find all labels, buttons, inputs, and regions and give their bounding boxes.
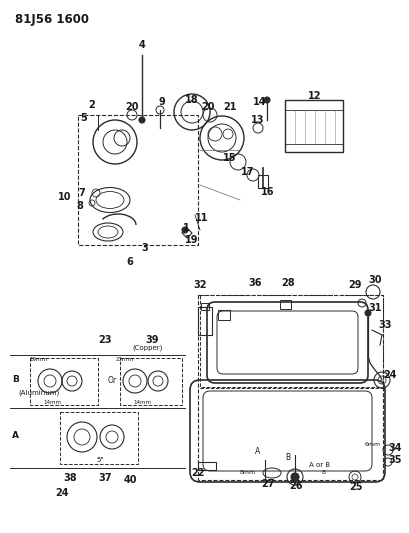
Text: 28: 28 — [281, 278, 294, 288]
Text: 4: 4 — [138, 40, 145, 50]
Text: 27: 27 — [261, 479, 274, 489]
Text: 20: 20 — [125, 102, 138, 112]
Text: 30: 30 — [367, 275, 381, 285]
Text: A: A — [12, 432, 19, 440]
Text: 21: 21 — [223, 102, 236, 112]
Text: 40: 40 — [123, 475, 137, 485]
Text: 2: 2 — [88, 100, 95, 110]
Text: 18: 18 — [185, 95, 198, 105]
Bar — [284, 100, 342, 152]
Text: 29: 29 — [347, 280, 361, 290]
Text: 11: 11 — [195, 213, 208, 223]
Text: 6: 6 — [126, 257, 133, 267]
Text: (Copper): (Copper) — [133, 345, 163, 351]
Text: 81J56 1600: 81J56 1600 — [15, 13, 89, 26]
Text: B: B — [12, 376, 19, 384]
Text: 31: 31 — [367, 303, 381, 313]
Text: 14mm: 14mm — [43, 400, 61, 406]
Text: 7: 7 — [79, 188, 85, 198]
Text: 25: 25 — [348, 482, 362, 492]
Text: 24: 24 — [55, 488, 69, 498]
Text: 37: 37 — [98, 473, 112, 483]
Text: 23: 23 — [98, 335, 112, 345]
Text: 34: 34 — [387, 443, 401, 453]
Text: 32: 32 — [193, 280, 206, 290]
Text: 22: 22 — [191, 468, 204, 478]
Text: 6mm: 6mm — [364, 442, 380, 448]
Text: 33: 33 — [378, 320, 391, 330]
Text: 20: 20 — [201, 102, 214, 112]
Text: Or: Or — [107, 376, 116, 385]
Text: 19: 19 — [185, 235, 198, 245]
Circle shape — [139, 117, 145, 123]
Text: 16: 16 — [261, 187, 274, 197]
Text: 3: 3 — [141, 243, 148, 253]
Text: 1: 1 — [182, 223, 189, 233]
Bar — [198, 462, 216, 470]
Text: 39: 39 — [145, 335, 158, 345]
Text: 5": 5" — [96, 457, 103, 463]
Circle shape — [182, 227, 188, 233]
Text: 14mm: 14mm — [133, 400, 151, 406]
Text: 5: 5 — [81, 113, 87, 123]
Text: 23mm: 23mm — [116, 358, 134, 362]
Text: 38: 38 — [63, 473, 76, 483]
Text: 8: 8 — [76, 201, 83, 211]
Text: 36: 36 — [247, 278, 261, 288]
Text: 10: 10 — [58, 192, 72, 202]
Text: 24: 24 — [382, 370, 396, 380]
Circle shape — [263, 97, 270, 103]
Text: 14: 14 — [253, 97, 266, 107]
Text: A or B: A or B — [309, 462, 330, 468]
Text: 35: 35 — [387, 455, 401, 465]
Bar — [257, 175, 267, 188]
Text: 17: 17 — [240, 167, 254, 177]
Bar — [279, 300, 290, 309]
Text: 13: 13 — [251, 115, 264, 125]
Text: 26: 26 — [288, 481, 302, 491]
Circle shape — [290, 473, 298, 481]
Text: 9: 9 — [158, 97, 165, 107]
Circle shape — [364, 310, 370, 316]
Text: 15: 15 — [223, 153, 236, 163]
Text: B: B — [285, 454, 290, 463]
Bar — [200, 303, 209, 310]
Bar — [218, 310, 229, 320]
Text: 19mm: 19mm — [29, 358, 47, 362]
Text: 12: 12 — [308, 91, 321, 101]
Text: 8mm: 8mm — [239, 471, 256, 475]
Text: (Aluminum): (Aluminum) — [18, 390, 59, 396]
Text: 8: 8 — [321, 471, 325, 475]
Bar — [198, 307, 211, 335]
Text: A: A — [255, 448, 260, 456]
